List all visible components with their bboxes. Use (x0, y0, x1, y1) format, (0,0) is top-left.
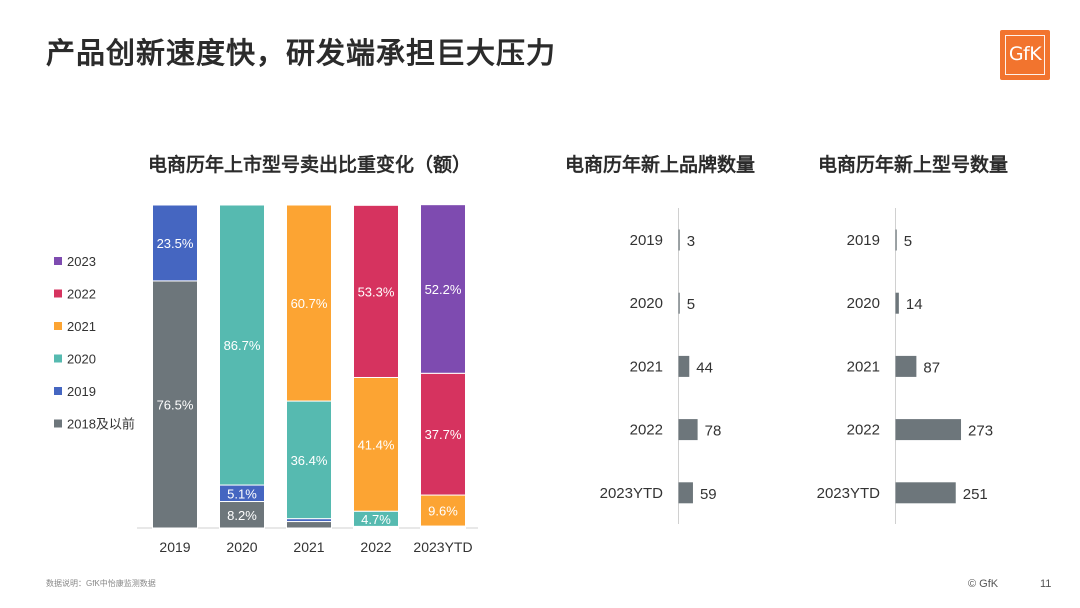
bar-2022 (678, 419, 698, 441)
data-label: 44 (696, 359, 713, 376)
data-label: 23.5% (157, 236, 194, 251)
stacked-chart-title: 电商历年上市型号卖出比重变化（额） (148, 154, 472, 176)
bar-segment-2023YTD-2022 (420, 372, 466, 496)
x-tick-label: 2022 (360, 539, 391, 555)
data-label: 76.5% (157, 397, 194, 412)
bar-segment-2019-2019 (152, 204, 198, 282)
data-label: 5.1% (227, 486, 257, 501)
y-tick-label: 2020 (630, 295, 663, 312)
y-tick-label: 2023YTD (600, 485, 664, 502)
bar-2020 (895, 292, 899, 314)
bar-2022 (895, 419, 962, 441)
x-tick-label: 2019 (159, 539, 190, 555)
data-label: 86.7% (224, 338, 261, 353)
bar-segment-2020-2020 (219, 204, 265, 486)
data-label: 87 (923, 359, 940, 376)
y-tick-label: 2023YTD (817, 485, 881, 502)
legend-swatch-2021 (54, 322, 62, 330)
legend-swatch-2022 (54, 289, 62, 298)
bar-2023YTD (895, 482, 956, 504)
y-tick-label: 2020 (847, 295, 880, 312)
data-label: 8.2% (227, 508, 257, 523)
y-tick-label: 2022 (847, 422, 880, 439)
bar-2021 (678, 355, 690, 377)
bar-segment-2023YTD-2023 (420, 204, 466, 374)
legend-label: 2019 (67, 384, 96, 399)
model-chart-title: 电商历年新上型号数量 (818, 154, 1009, 176)
legend-swatch-2018及以前 (54, 419, 62, 428)
bar-segment-2020-2018及以前 (219, 501, 265, 529)
x-tick-label: 2023YTD (413, 539, 472, 555)
data-label: 9.6% (428, 504, 458, 519)
data-label: 41.4% (358, 437, 395, 452)
data-label: 4.7% (361, 512, 391, 527)
y-tick-label: 2021 (630, 358, 663, 375)
x-tick-label: 2020 (226, 539, 257, 555)
legend-label: 2022 (67, 287, 96, 302)
copyright: © GfK (968, 578, 999, 590)
legend-label: 2020 (67, 352, 96, 367)
data-label: 37.7% (425, 427, 462, 442)
data-label: 36.4% (291, 453, 328, 468)
bar-segment-2021-2021 (286, 204, 332, 402)
brand-chart-title: 电商历年新上品牌数量 (565, 154, 756, 176)
legend-swatch-2020 (54, 354, 62, 363)
bar-segment-2023YTD-2021 (420, 494, 466, 527)
bar-segment-2019-2018及以前 (152, 280, 198, 529)
legend-label: 2021 (67, 319, 96, 334)
bar-segment-2022-2021 (353, 376, 399, 512)
slide-title: 产品创新速度快，研发端承担巨大压力 (46, 36, 557, 70)
gfk-logo: GfK (1000, 30, 1050, 80)
bar-2019 (895, 229, 897, 251)
legend-swatch-2023 (54, 257, 62, 265)
y-tick-label: 2019 (847, 232, 880, 249)
legend-label: 2023 (67, 254, 96, 269)
bar-segment-2021-2018及以前 (286, 521, 332, 529)
footer-note: 数据说明：GfK中怡康监测数据 (46, 579, 156, 588)
data-label: 14 (906, 296, 923, 313)
y-tick-label: 2019 (630, 232, 663, 249)
bar-2021 (895, 355, 917, 377)
data-label: 5 (687, 296, 695, 313)
bar-segment-2022-2022 (353, 204, 399, 378)
data-label: 60.7% (291, 296, 328, 311)
bar-2019 (678, 229, 680, 251)
y-tick-label: 2022 (630, 422, 663, 439)
x-tick-label: 2021 (293, 539, 324, 555)
legend-swatch-2019 (54, 387, 62, 395)
data-label: 3 (687, 233, 695, 250)
data-label: 273 (968, 423, 993, 440)
bar-2023YTD (678, 482, 693, 504)
data-label: 59 (700, 486, 717, 503)
data-label: 52.2% (425, 282, 462, 297)
data-label: 78 (705, 423, 722, 440)
page-number: 11 (1040, 578, 1052, 590)
legend-label: 2018及以前 (67, 417, 135, 432)
bar-2020 (678, 292, 680, 314)
data-label: 251 (963, 486, 988, 503)
data-label: 5 (904, 233, 912, 250)
y-tick-label: 2021 (847, 358, 880, 375)
data-label: 53.3% (358, 284, 395, 299)
